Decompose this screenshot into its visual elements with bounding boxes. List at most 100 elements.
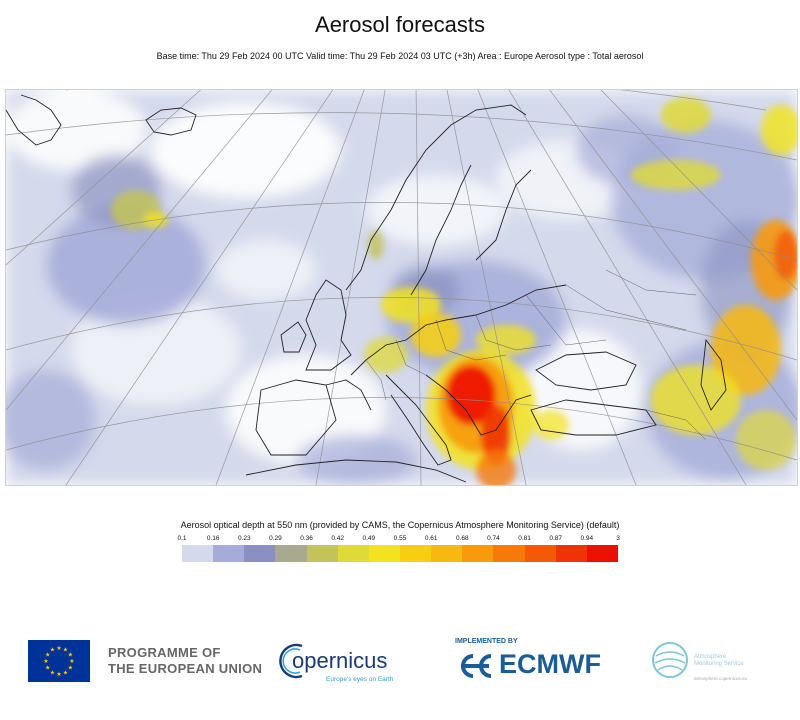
sweden-coast — [410, 164, 472, 296]
eu-star-icon: ★ — [45, 652, 50, 659]
hotspot-yellow — [364, 337, 408, 373]
eu-star-icon: ★ — [69, 658, 74, 665]
meridian — [215, 90, 365, 485]
legend-ticks: 0.1 0.16 0.23 0.29 0.36 0.42 0.49 0.55 0.61 0.68 0… — [177, 535, 620, 547]
legend-tick-label: 0.29 — [269, 535, 282, 542]
colorbar-segment — [275, 545, 307, 562]
parallel-30 — [6, 397, 797, 461]
eu-star-icon: ★ — [63, 647, 68, 654]
forecast-subtitle: Base time: Thu 29 Feb 2024 00 UTC Valid … — [156, 51, 644, 61]
aerosol-hotspots — [111, 97, 797, 485]
country-borders — [365, 269, 707, 441]
border — [565, 284, 687, 331]
cams-logo[interactable]: Atmosphere Monitoring Service atmosphere… — [650, 638, 770, 686]
ecmwf-logo[interactable]: IMPLEMENTED BY ECMWF — [455, 638, 625, 686]
ecmwf-wordmark: ECMWF — [499, 649, 601, 679]
colorbar-segment — [462, 545, 494, 562]
colorbar-segment — [524, 545, 556, 562]
border — [395, 339, 427, 376]
legend-tick-label: 0.81 — [518, 535, 531, 542]
hotspot-red — [774, 230, 797, 280]
legend-colorbar — [182, 545, 618, 562]
legend-tick-label: 0.61 — [424, 535, 438, 542]
greenland-coast — [6, 94, 62, 146]
aerosol-map[interactable] — [5, 89, 798, 486]
eu-star-icon: ★ — [56, 645, 61, 652]
colorbar-segment — [213, 545, 245, 562]
colorbar-segment — [368, 545, 400, 562]
cams-text: Atmosphere Monitoring Service — [694, 654, 744, 668]
eu-programme-text: PROGRAMME OF THE EUROPEAN UNION — [108, 645, 262, 677]
hotspot-yellow — [381, 287, 441, 323]
border — [435, 319, 507, 361]
map-canvas — [6, 90, 797, 485]
turkey-coast — [530, 399, 657, 436]
border — [365, 359, 387, 401]
colorbar-segment — [182, 545, 214, 562]
eu-stars-icon: ★★★★★★★★★ ★ ★★ — [43, 645, 74, 678]
finland-coast — [475, 169, 532, 261]
eu-star-icon: ★ — [68, 652, 73, 659]
eu-star-icon: ★ — [50, 669, 55, 676]
hotspot-yellow — [761, 105, 797, 155]
meridian — [600, 90, 797, 291]
legend-tick-label: 0.23 — [237, 535, 251, 542]
border — [605, 269, 697, 296]
legend-tick-label: 0.87 — [549, 535, 563, 542]
legend-tick-label: 0.94 — [580, 535, 594, 542]
colorbar-segment — [337, 545, 369, 562]
border — [525, 294, 607, 346]
meridian — [315, 90, 386, 485]
colorbar-segment — [306, 545, 338, 562]
border — [645, 409, 707, 441]
copernicus-wordmark: opernicus — [292, 648, 388, 673]
colorbar-segment — [555, 545, 587, 562]
north-africa-coast — [245, 459, 467, 483]
copernicus-logo[interactable]: opernicus Europe's eyes on Earth — [278, 638, 403, 688]
graticule — [6, 90, 797, 485]
plume-mid — [6, 370, 96, 470]
iberia-coast — [255, 379, 337, 456]
hotspot-yellow — [368, 230, 384, 260]
clean-area — [366, 175, 506, 245]
legend-tick-label: 0.49 — [362, 535, 376, 542]
meridian — [65, 90, 334, 485]
eu-line-2: THE EUROPEAN UNION — [108, 661, 263, 676]
meridian — [446, 90, 527, 485]
italy-coast — [385, 374, 452, 466]
colorbar-segment — [493, 545, 525, 562]
cams-line-1: Atmosphere — [694, 654, 727, 660]
ecmwf-implemented-by: IMPLEMENTED BY — [455, 638, 518, 645]
eu-line-1: PROGRAMME OF — [108, 645, 221, 660]
hotspot-yellow — [631, 160, 721, 190]
hotspot-yellow — [411, 313, 461, 357]
black-sea-coast — [535, 351, 637, 391]
ireland-coast — [280, 321, 307, 353]
hotspot-yellow — [651, 365, 741, 435]
hotspot-red — [446, 365, 496, 425]
france-coast — [325, 379, 372, 411]
clean-area — [216, 240, 316, 300]
legend-tick-label: 0.68 — [455, 535, 469, 542]
eu-star-icon: ★ — [45, 665, 50, 672]
meridian — [477, 90, 637, 485]
copernicus-tagline: Europe's eyes on Earth — [326, 676, 394, 683]
britain-coast — [305, 279, 352, 371]
coastlines — [6, 94, 727, 483]
meridian — [508, 90, 747, 485]
legend-tick-label: 3 — [616, 535, 620, 542]
legend-tick-label: 0.16 — [206, 535, 220, 542]
parallel-70 — [66, 90, 767, 111]
parallel-40 — [6, 297, 797, 361]
legend-title: Aerosol optical depth at 550 nm (provide… — [180, 520, 620, 530]
scandinavia-coast — [345, 104, 527, 291]
colorbar-segment — [586, 545, 618, 562]
border — [475, 314, 552, 351]
hotspot-red — [481, 405, 511, 465]
parallel-50 — [6, 202, 797, 261]
clean-area — [151, 102, 341, 198]
eu-star-icon: ★ — [43, 658, 48, 665]
legend-tick-label: 0.74 — [487, 535, 500, 542]
eu-star-icon: ★ — [68, 665, 73, 672]
eu-flag-logo[interactable]: ★ ★ ★ ★ ★ ★ ★ ★ ★ ★ ★ ★ — [28, 640, 90, 682]
